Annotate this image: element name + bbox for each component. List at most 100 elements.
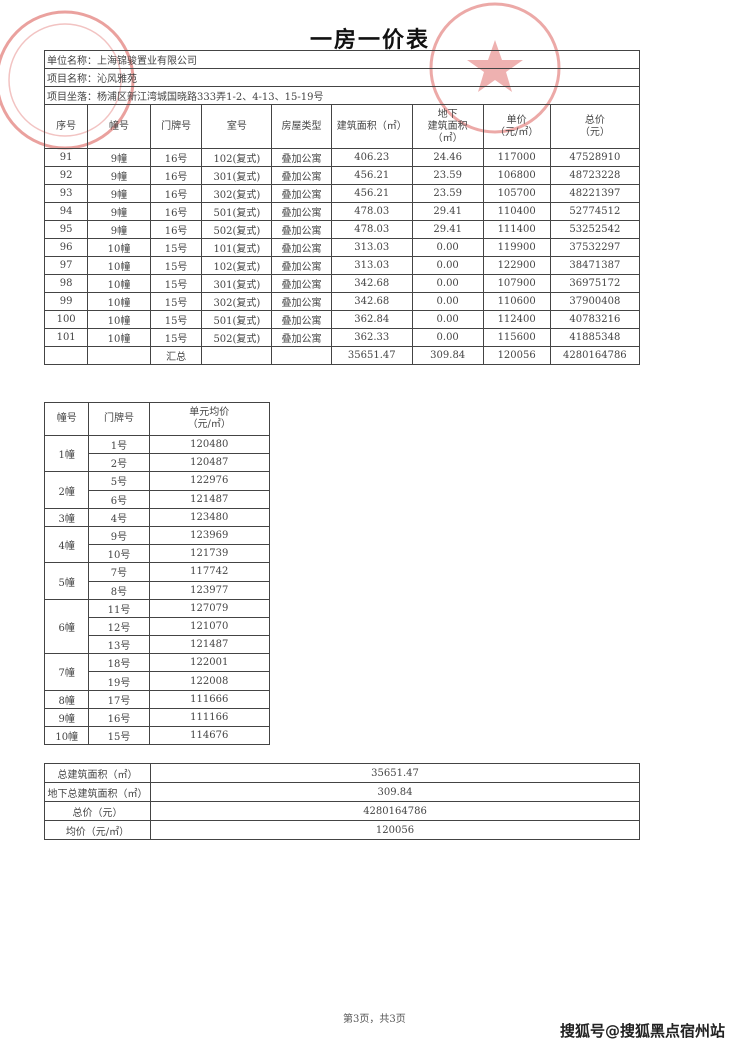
table-row: 95 9幢 16号 502(复式) 叠加公寓 478.03 29.41 111400 53252…	[43, 220, 641, 239]
header-row: 幢号 门牌号 单元均价 （元/㎡）	[43, 402, 271, 436]
average-price-cell: 123480	[148, 507, 271, 527]
building-cell: 3幢	[43, 507, 90, 527]
table-cell: 23.59	[411, 166, 484, 185]
table-cell: 456.21	[330, 166, 413, 185]
summary-row: 均价（元/㎡） 120056	[44, 820, 640, 840]
table-cell: 叠加公寓	[271, 292, 332, 311]
summary-value: 120056	[150, 820, 640, 840]
table-cell: 41885348	[549, 328, 641, 347]
building-cell: 8幢	[43, 689, 90, 709]
column-header: 单价 （元/㎡）	[482, 104, 551, 149]
table-cell: 10幢	[87, 238, 151, 257]
summary-row: 地下总建筑面积（㎡） 309.84	[44, 782, 640, 802]
summary-table: 总建筑面积（㎡） 35651.47 地下总建筑面积（㎡） 309.84 总价（元） 428…	[44, 763, 640, 840]
door-number-cell: 7号	[88, 562, 150, 582]
average-price-cell: 122001	[148, 653, 271, 673]
average-price-cell: 120480	[148, 434, 271, 455]
info-row: 项目坐落：杨浦区新江湾城国晓路333弄1-2、4-13、15-19号	[44, 86, 640, 105]
table-cell: 98	[43, 274, 89, 293]
info-row: 单位名称：上海锦骏置业有限公司	[44, 50, 640, 69]
table-cell: 15号	[149, 238, 203, 257]
table-cell: 94	[43, 202, 89, 221]
table-cell: 16号	[149, 184, 203, 203]
door-number-cell: 2号	[88, 453, 150, 473]
average-price-cell: 117742	[148, 562, 271, 582]
table-cell: 叠加公寓	[271, 310, 332, 329]
door-number-cell: 19号	[88, 671, 150, 691]
table-cell: 9幢	[87, 166, 151, 185]
table-cell: 106800	[482, 166, 551, 185]
column-header: 门牌号	[88, 402, 150, 436]
door-number-cell: 9号	[88, 525, 150, 546]
table-cell: 92	[43, 166, 89, 185]
table-cell: 302(复式)	[201, 292, 273, 311]
table-cell: 叠加公寓	[271, 220, 332, 239]
average-price-cell: 121739	[148, 544, 271, 564]
table-cell: 52774512	[549, 202, 641, 221]
average-price-cell: 121070	[148, 616, 271, 637]
door-number-cell: 17号	[88, 689, 150, 709]
table-cell: 99	[43, 292, 89, 311]
table-row: 8幢 17号 111666	[43, 689, 271, 709]
table-row: 13号 121487	[45, 635, 271, 655]
building-cell: 5幢	[43, 562, 90, 600]
table-cell: 16号	[149, 220, 203, 239]
table-row: 97 10幢 15号 102(复式) 叠加公寓 313.03 0.00 122900 38471…	[43, 256, 641, 275]
info-company: 单位名称：上海锦骏置业有限公司	[44, 50, 640, 69]
table-cell: 0.00	[411, 238, 484, 257]
table-cell: 0.00	[411, 328, 484, 347]
table-cell: 110600	[482, 292, 551, 311]
door-number-cell: 8号	[88, 580, 150, 600]
total-cell	[43, 346, 89, 365]
table-cell: 122900	[482, 256, 551, 275]
page-title: 一房一价表	[309, 27, 430, 53]
summary-row: 总建筑面积（㎡） 35651.47	[44, 763, 640, 783]
table-row: 6幢 11号 127079	[43, 598, 271, 655]
table-row: 9幢 16号 111166	[43, 707, 271, 728]
summary-label: 总建筑面积（㎡）	[44, 763, 151, 783]
table-cell: 110400	[482, 202, 551, 221]
average-price-cell: 114676	[148, 725, 271, 746]
table-cell: 23.59	[411, 184, 484, 203]
summary-label: 总价（元）	[44, 801, 151, 821]
door-number-cell: 5号	[88, 471, 150, 491]
table-cell: 叠加公寓	[271, 328, 332, 347]
column-header: 幢号	[43, 402, 90, 436]
table-cell: 40783216	[549, 310, 641, 329]
table-cell: 37532297	[549, 238, 641, 257]
table-cell: 96	[43, 238, 89, 257]
header-row: 序号 幢号 门牌号 室号 房屋类型 建筑面积（㎡） 地下 建筑面积 （㎡） 单价 （元/㎡）总…	[43, 104, 641, 149]
building-cell: 4幢	[43, 525, 90, 564]
total-cell: 35651.47	[330, 346, 413, 365]
table-cell: 15号	[149, 310, 203, 329]
table-cell: 29.41	[411, 220, 484, 239]
summary-value: 309.84	[150, 782, 640, 802]
table-cell: 叠加公寓	[271, 238, 332, 257]
door-number-cell: 16号	[88, 707, 150, 728]
summary-label: 地下总建筑面积（㎡）	[44, 782, 151, 802]
table-cell: 16号	[149, 202, 203, 221]
table-cell: 0.00	[411, 310, 484, 329]
table-cell: 97	[43, 256, 89, 275]
table-cell: 15号	[149, 274, 203, 293]
table-row: 19号 122008	[45, 671, 271, 691]
table-cell: 48723228	[549, 166, 641, 185]
total-cell: 4280164786	[549, 346, 641, 365]
info-address: 项目坐落：杨浦区新江湾城国晓路333弄1-2、4-13、15-19号	[44, 86, 640, 105]
table-cell: 406.23	[330, 148, 413, 167]
table-cell: 102(复式)	[201, 256, 273, 275]
door-number-cell: 1号	[88, 434, 150, 455]
average-price-cell: 123969	[148, 525, 271, 546]
column-header: 序号	[43, 104, 89, 149]
door-number-cell: 11号	[88, 598, 150, 618]
summary-value: 4280164786	[150, 801, 640, 821]
table-cell: 15号	[149, 292, 203, 311]
table-cell: 叠加公寓	[271, 202, 332, 221]
table-cell: 47528910	[549, 148, 641, 167]
table-cell: 456.21	[330, 184, 413, 203]
table-cell: 10幢	[87, 310, 151, 329]
table-cell: 16号	[149, 148, 203, 167]
table-cell: 95	[43, 220, 89, 239]
table-cell: 502(复式)	[201, 220, 273, 239]
average-price-cell: 127079	[148, 598, 271, 618]
